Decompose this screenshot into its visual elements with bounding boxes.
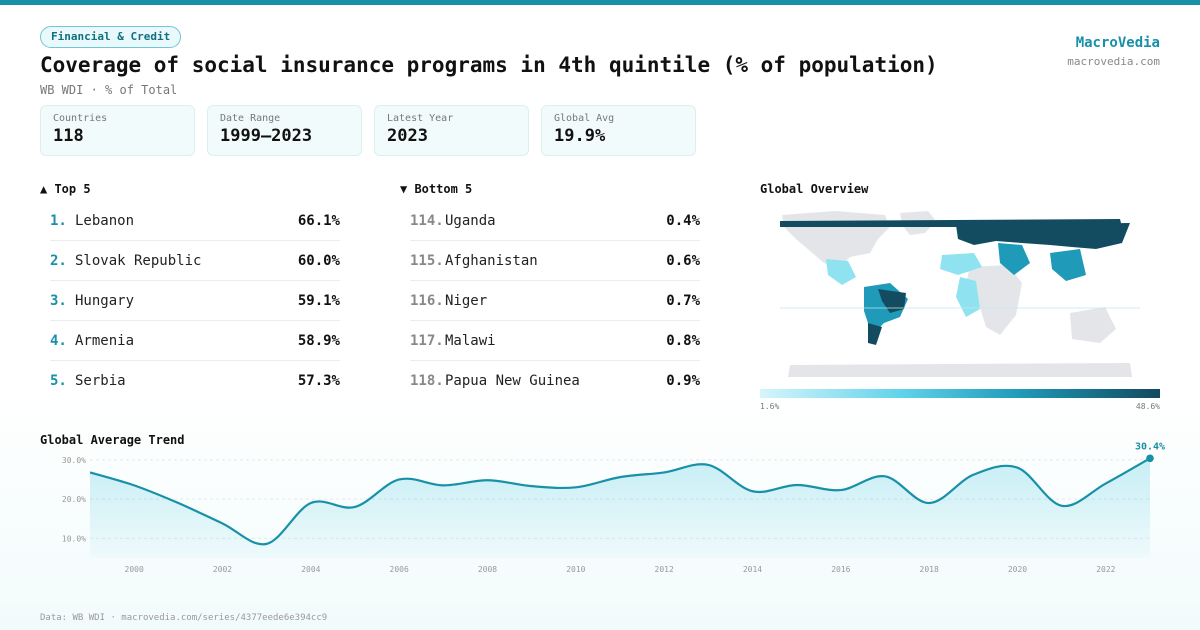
list-item[interactable]: 3. Hungary 59.1% bbox=[50, 281, 340, 321]
stat-value: 1999–2023 bbox=[220, 126, 313, 146]
list-item[interactable]: 118. Papua New Guinea 0.9% bbox=[410, 361, 700, 401]
stat-value: 19.9% bbox=[554, 126, 606, 146]
country-name: Malawi bbox=[445, 332, 496, 349]
rank-number: 2. bbox=[50, 252, 67, 269]
trend-area bbox=[90, 458, 1150, 558]
trend-title: Global Average Trend bbox=[40, 433, 185, 447]
x-tick-label: 2010 bbox=[566, 565, 585, 574]
x-tick-label: 2018 bbox=[920, 565, 939, 574]
country-value: 66.1% bbox=[297, 212, 340, 229]
stat-card-date-range: Date Range 1999–2023 bbox=[207, 105, 362, 156]
rank-number: 3. bbox=[50, 292, 67, 309]
x-tick-label: 2022 bbox=[1096, 565, 1115, 574]
country-value: 0.8% bbox=[666, 332, 700, 349]
country-value: 0.6% bbox=[666, 252, 700, 269]
brand-url[interactable]: macrovedia.com bbox=[1067, 55, 1160, 68]
list-item[interactable]: 4. Armenia 58.9% bbox=[50, 321, 340, 361]
x-tick-label: 2008 bbox=[478, 565, 497, 574]
map-title: Global Overview bbox=[760, 182, 869, 196]
page-title: Coverage of social insurance programs in… bbox=[40, 53, 938, 77]
rank-number: 115. bbox=[410, 252, 444, 269]
stat-card-latest-year: Latest Year 2023 bbox=[374, 105, 529, 156]
stat-card-global-avg: Global Avg 19.9% bbox=[541, 105, 696, 156]
map-high-regions bbox=[780, 219, 1130, 345]
stat-label: Latest Year bbox=[387, 113, 454, 124]
list-item[interactable]: 1. Lebanon 66.1% bbox=[50, 201, 340, 241]
y-tick-label: 20.0% bbox=[62, 495, 86, 504]
country-name: Niger bbox=[445, 292, 488, 309]
country-name: Papua New Guinea bbox=[445, 373, 580, 389]
country-name: Slovak Republic bbox=[75, 252, 202, 269]
x-tick-label: 2006 bbox=[390, 565, 409, 574]
brand: MacroVedia macrovedia.com bbox=[1067, 35, 1160, 68]
list-item[interactable]: 117. Malawi 0.8% bbox=[410, 321, 700, 361]
map-low-regions bbox=[826, 253, 982, 317]
x-tick-label: 2012 bbox=[655, 565, 674, 574]
top5-title: ▲ Top 5 bbox=[40, 182, 91, 196]
y-tick-label: 30.0% bbox=[62, 456, 86, 465]
bottom5-list: 114. Uganda 0.4% 115. Afghanistan 0.6% 1… bbox=[410, 201, 700, 401]
bottom5-title: ▼ Bottom 5 bbox=[400, 182, 473, 196]
rank-number: 4. bbox=[50, 332, 67, 349]
brand-name[interactable]: MacroVedia bbox=[1075, 35, 1160, 51]
trend-line bbox=[89, 457, 1151, 546]
last-point-marker[interactable] bbox=[1146, 454, 1154, 463]
country-value: 59.1% bbox=[297, 292, 340, 309]
country-value: 0.7% bbox=[666, 292, 700, 309]
map-legend-gradient bbox=[760, 389, 1160, 398]
country-value: 60.0% bbox=[297, 252, 340, 269]
stat-value: 2023 bbox=[387, 126, 428, 146]
map-legend-min: 1.6% bbox=[760, 402, 780, 411]
list-item[interactable]: 5. Serbia 57.3% bbox=[50, 361, 340, 401]
stat-label: Countries bbox=[53, 113, 108, 124]
stat-value: 118 bbox=[53, 126, 84, 146]
x-tick-label: 2020 bbox=[1008, 565, 1027, 574]
y-tick-label: 10.0% bbox=[62, 534, 86, 543]
country-name: Lebanon bbox=[75, 212, 135, 229]
list-item[interactable]: 2. Slovak Republic 60.0% bbox=[50, 241, 340, 281]
country-value: 57.3% bbox=[297, 373, 340, 389]
country-value: 0.9% bbox=[666, 373, 700, 389]
country-name: Afghanistan bbox=[445, 252, 538, 269]
trend-chart[interactable]: 10.0% 20.0% 30.0% 30.4% 2000 2002 2004 2006 20… bbox=[0, 440, 1200, 590]
last-point-label: 30.4% bbox=[1135, 441, 1165, 452]
x-tick-label: 2000 bbox=[125, 565, 144, 574]
rank-number: 116. bbox=[410, 292, 444, 309]
x-tick-label: 2004 bbox=[301, 565, 320, 574]
rank-number: 118. bbox=[410, 373, 444, 389]
country-name: Uganda bbox=[445, 212, 496, 229]
page-subtitle: WB WDI · % of Total bbox=[40, 83, 178, 97]
rank-number: 114. bbox=[410, 212, 444, 229]
stat-label: Global Avg bbox=[554, 113, 615, 124]
category-badge[interactable]: Financial & Credit bbox=[40, 26, 182, 48]
x-tick-label: 2016 bbox=[831, 565, 850, 574]
rank-number: 5. bbox=[50, 373, 67, 389]
list-item[interactable]: 116. Niger 0.7% bbox=[410, 281, 700, 321]
country-name: Serbia bbox=[75, 373, 126, 389]
top5-list: 1. Lebanon 66.1% 2. Slovak Republic 60.0… bbox=[50, 201, 340, 401]
rank-number: 117. bbox=[410, 332, 444, 349]
stat-label: Date Range bbox=[220, 113, 281, 124]
x-tick-label: 2014 bbox=[743, 565, 762, 574]
stat-card-countries: Countries 118 bbox=[40, 105, 195, 156]
rank-number: 1. bbox=[50, 212, 67, 229]
map-legend-max: 48.6% bbox=[1135, 402, 1160, 411]
x-tick-label: 2002 bbox=[213, 565, 232, 574]
top-accent-bar bbox=[0, 0, 1200, 5]
country-name: Hungary bbox=[75, 292, 135, 309]
country-name: Armenia bbox=[75, 332, 135, 349]
list-item[interactable]: 115. Afghanistan 0.6% bbox=[410, 241, 700, 281]
country-value: 58.9% bbox=[297, 332, 340, 349]
footer-source: Data: WB WDI · macrovedia.com/series/437… bbox=[40, 613, 328, 623]
world-map[interactable] bbox=[760, 205, 1160, 380]
list-item[interactable]: 114. Uganda 0.4% bbox=[410, 201, 700, 241]
country-value: 0.4% bbox=[666, 212, 700, 229]
